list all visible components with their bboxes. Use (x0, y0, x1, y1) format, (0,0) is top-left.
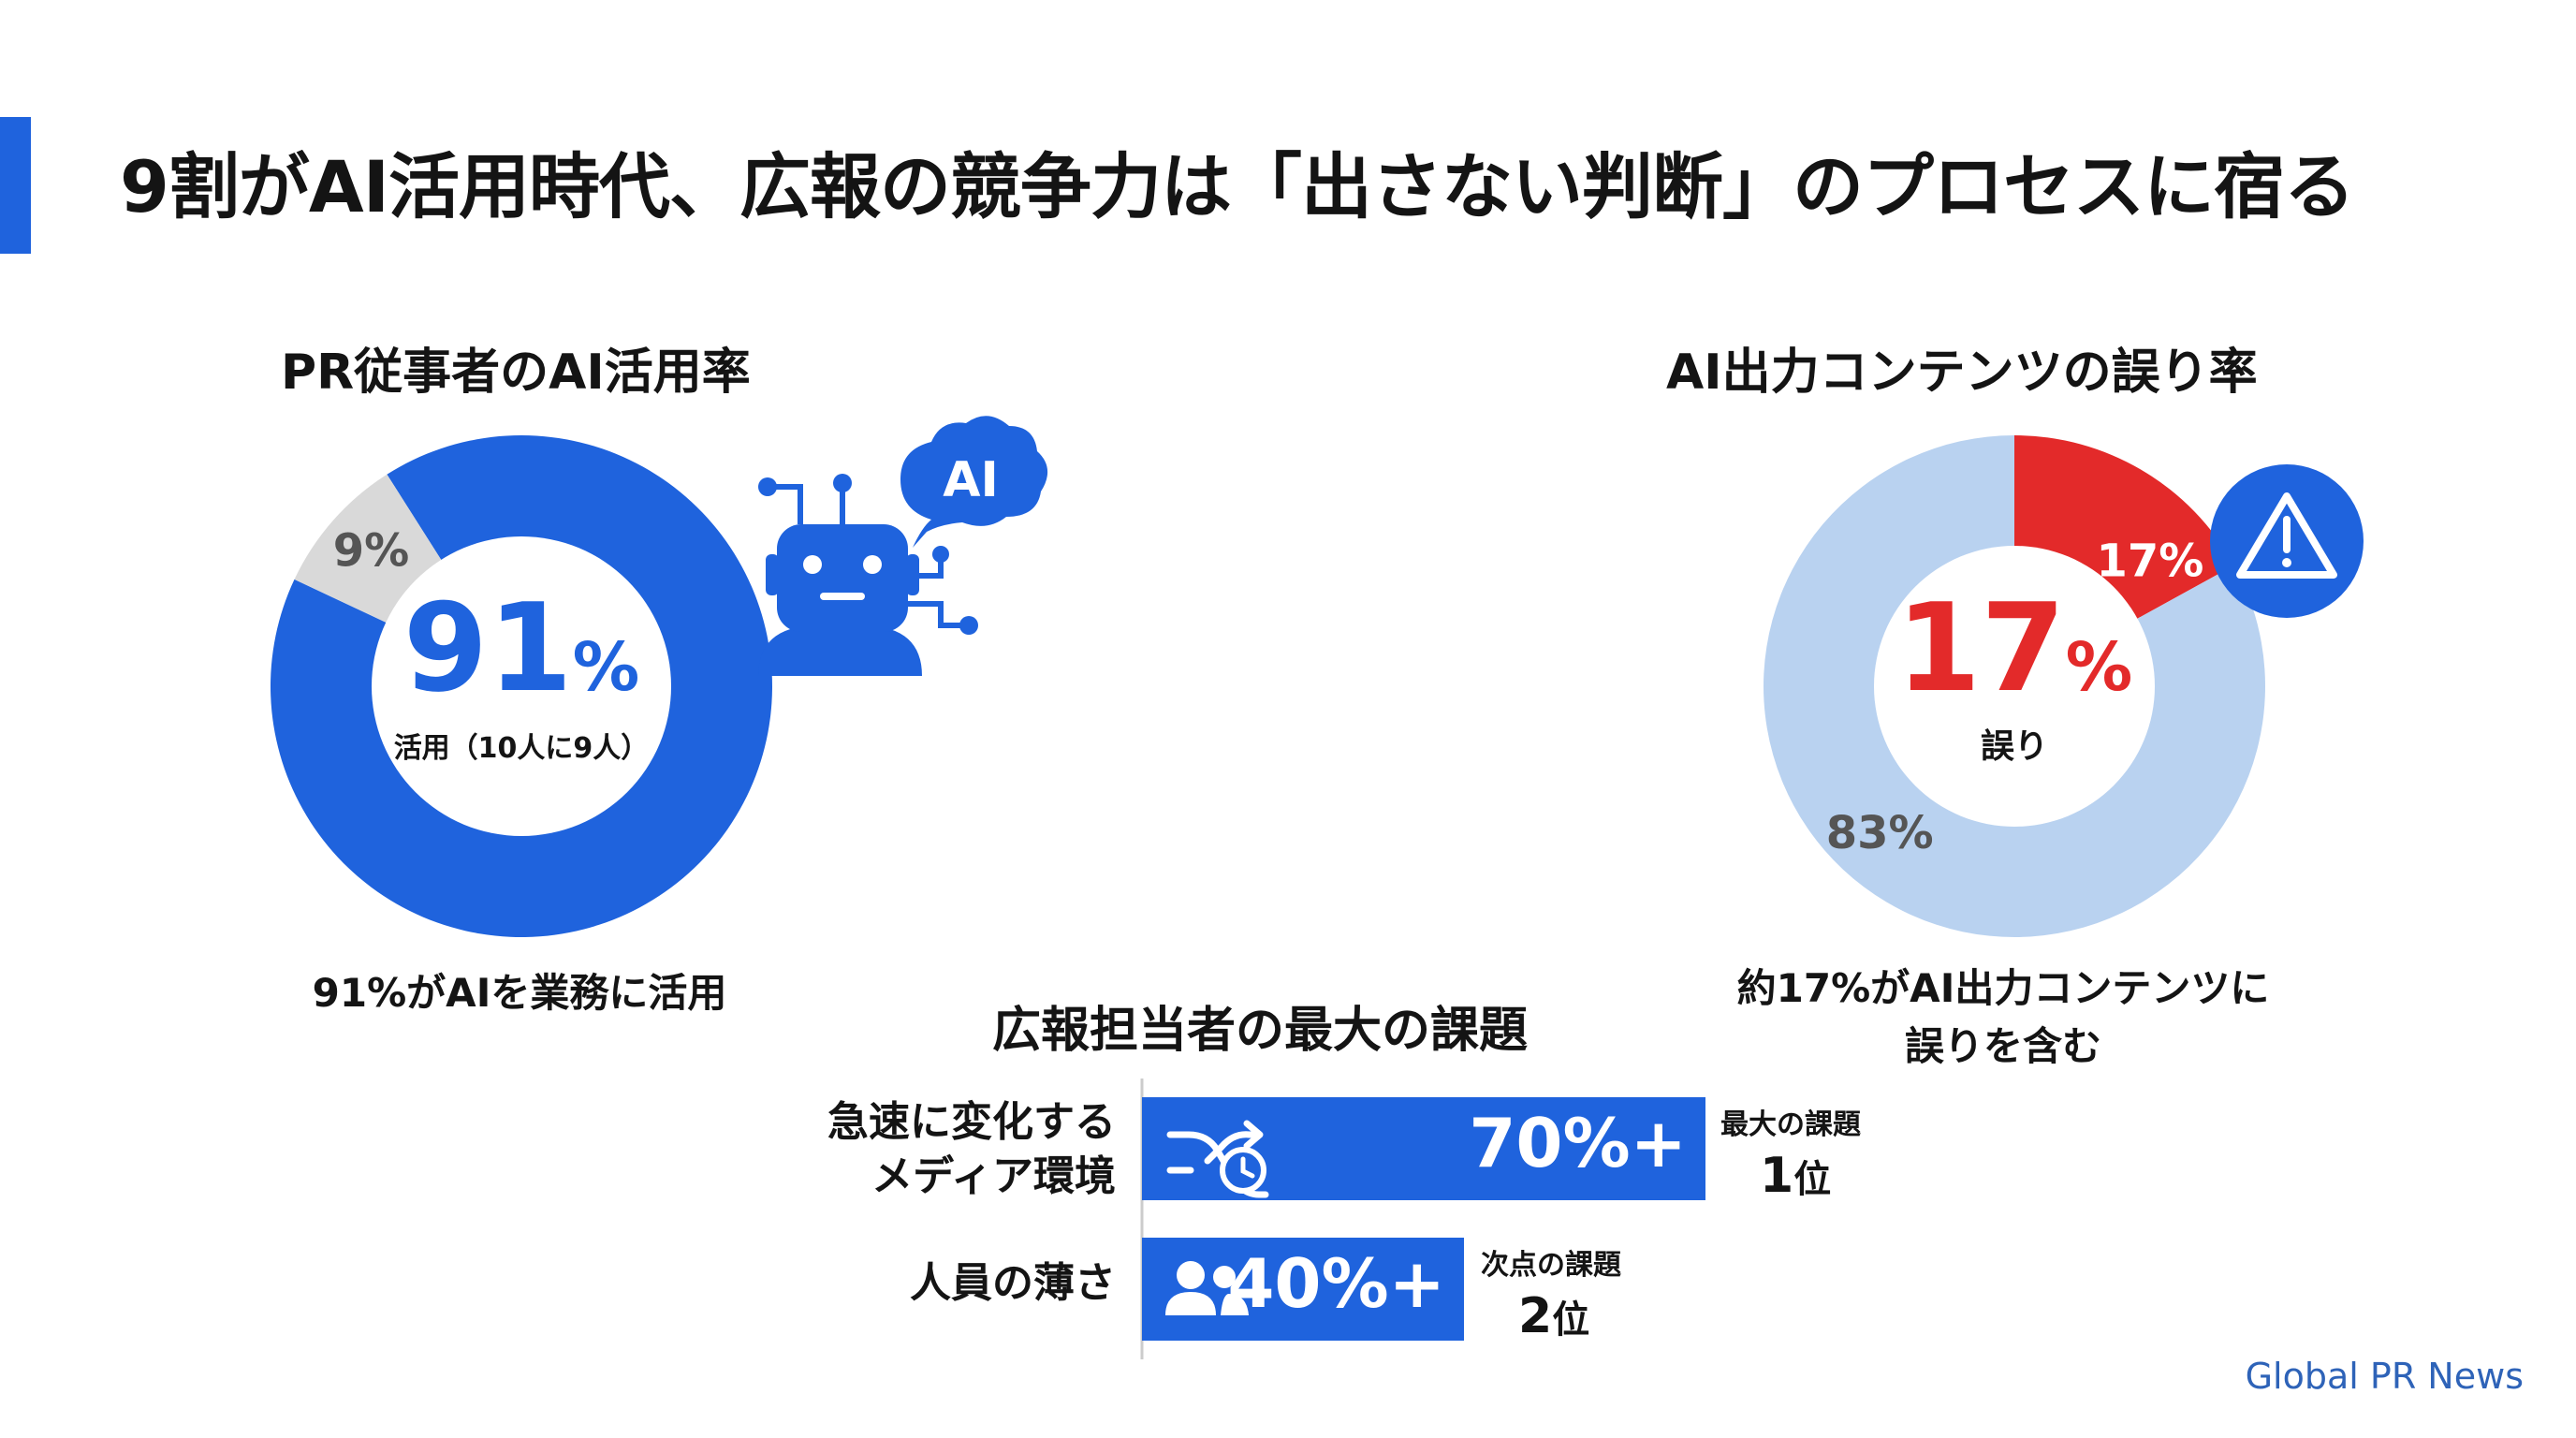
donut1-title: PR従事者のAI活用率 (281, 345, 751, 401)
bar-1 (1142, 1238, 1464, 1341)
source-credit: Global PR News (2245, 1356, 2524, 1397)
donut1-center-value: 91% (403, 577, 640, 719)
donut1-center-number: 91 (403, 577, 573, 719)
bar1-rank-unit: 位 (1793, 1158, 1832, 1201)
bar1-rank-number: 1 (1760, 1148, 1794, 1204)
donut1-slice-label-1: 9% (333, 524, 410, 577)
robot-head (777, 524, 908, 632)
page-title: 9割がAI活用時代、広報の競争力は「出さない判断」のプロセスに宿る (120, 145, 2355, 228)
bar1-category-label: 急速に変化する メディア環境 (768, 1095, 1116, 1204)
donut2-hole (1874, 546, 2155, 827)
robot-eye-left (803, 555, 822, 574)
robot-mouth (820, 593, 865, 600)
bar2-category-line1: 人員の薄さ (910, 1259, 1116, 1307)
robot-circuit-line-3 (908, 601, 964, 628)
ai-speech-bubble-icon (900, 416, 1048, 548)
donut1-caption: 91%がAIを業務に活用 (312, 970, 727, 1016)
warning-triangle-icon (2236, 492, 2337, 579)
donut2-caption: 約17%がAI出力コンテンツに 誤りを含む (1676, 960, 2331, 1076)
donut1-hole (372, 536, 671, 836)
bar1-rank-main: 1位 (1760, 1148, 1861, 1204)
bar1-category-line1: 急速に変化する (827, 1098, 1116, 1146)
donut2-center-unit: % (2066, 628, 2133, 706)
bar-0-value-label: 70%+ (1469, 1104, 1687, 1182)
donut2-caption-line2: 誤りを含む (1904, 1023, 2101, 1069)
donut2-title: AI出力コンテンツの誤り率 (1666, 345, 2258, 401)
robot-ai-icon (758, 625, 922, 676)
robot-ear-left (766, 554, 779, 595)
ai-bubble-text: AI (943, 452, 999, 508)
robot-circuit-node-2 (932, 546, 949, 563)
robot-circuit-line-2 (908, 560, 944, 579)
shuffle-line-c (1204, 1131, 1263, 1165)
donut2-slice-label-1: 83% (1826, 807, 1934, 859)
donut2-center-label: 誤り (1981, 727, 2048, 766)
people-icon (1177, 1261, 1205, 1289)
bar1-rank-sub: 最大の課題 (1720, 1108, 1861, 1141)
robot-circuit-line-1 (773, 484, 803, 524)
robot-eye-right (863, 555, 882, 574)
bar2-rank-unit: 位 (1552, 1299, 1590, 1342)
bar2-category-label: 人員の薄さ (768, 1256, 1116, 1311)
bar-1-value-label: 40%+ (1227, 1244, 1445, 1323)
bar2-rank: 次点の課題 2位 (1481, 1241, 1621, 1344)
clock-hands (1240, 1156, 1255, 1179)
donut2-slice-label-0: 17% (2096, 536, 2203, 588)
title-accent-bar (0, 117, 31, 254)
donut2-caption-line1: 約17%がAI出力コンテンツに (1736, 965, 2270, 1011)
people-body-back (1221, 1294, 1249, 1315)
shuffle-arrow-head (1243, 1120, 1264, 1150)
robot-antenna-tip (833, 474, 852, 492)
people-body-front (1165, 1292, 1216, 1315)
bar-chart-title: 広報担当者の最大の課題 (992, 1003, 1529, 1059)
donut1-center-unit: % (573, 628, 640, 706)
people-head-back (1213, 1266, 1236, 1288)
robot-circuit-node-3 (959, 616, 978, 635)
bar1-category-line2: メディア環境 (871, 1152, 1116, 1200)
donut2-center-value: 17% (1896, 577, 2133, 719)
bar1-rank: 最大の課題 1位 (1720, 1101, 1861, 1204)
robot-circuit-node-1 (758, 477, 777, 496)
donut1-center-label: 活用（10人に9人） (394, 732, 650, 765)
donut2-center-number: 17 (1896, 577, 2066, 719)
bar2-rank-sub: 次点の課題 (1481, 1249, 1621, 1282)
bar2-rank-main: 2位 (1518, 1288, 1621, 1344)
warning-exclamation-dot (2282, 558, 2291, 567)
bar2-rank-number: 2 (1518, 1288, 1553, 1344)
